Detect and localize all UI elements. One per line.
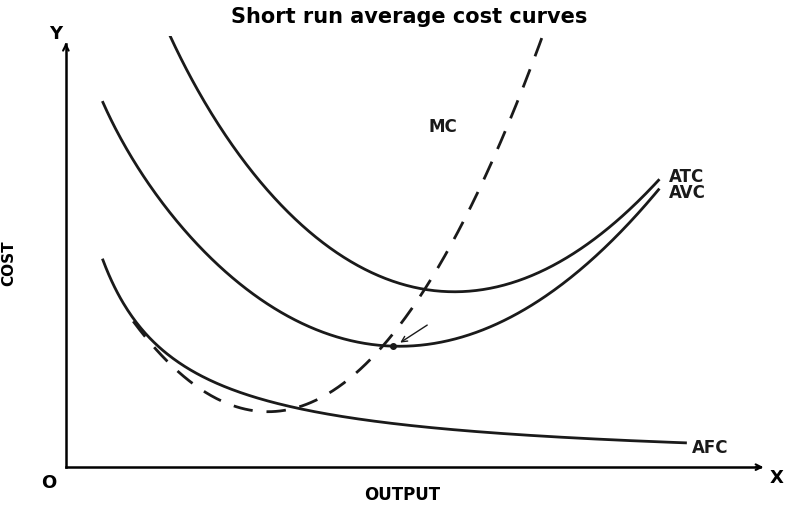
- Text: Y: Y: [49, 25, 62, 43]
- Text: ATC: ATC: [668, 168, 704, 186]
- Text: MC: MC: [429, 118, 457, 136]
- Text: AVC: AVC: [668, 183, 706, 202]
- Text: AFC: AFC: [692, 438, 729, 456]
- Text: OUTPUT: OUTPUT: [365, 485, 441, 503]
- Text: COST: COST: [1, 239, 16, 285]
- Text: O: O: [41, 473, 57, 491]
- Text: X: X: [770, 468, 784, 487]
- Title: Short run average cost curves: Short run average cost curves: [231, 7, 588, 27]
